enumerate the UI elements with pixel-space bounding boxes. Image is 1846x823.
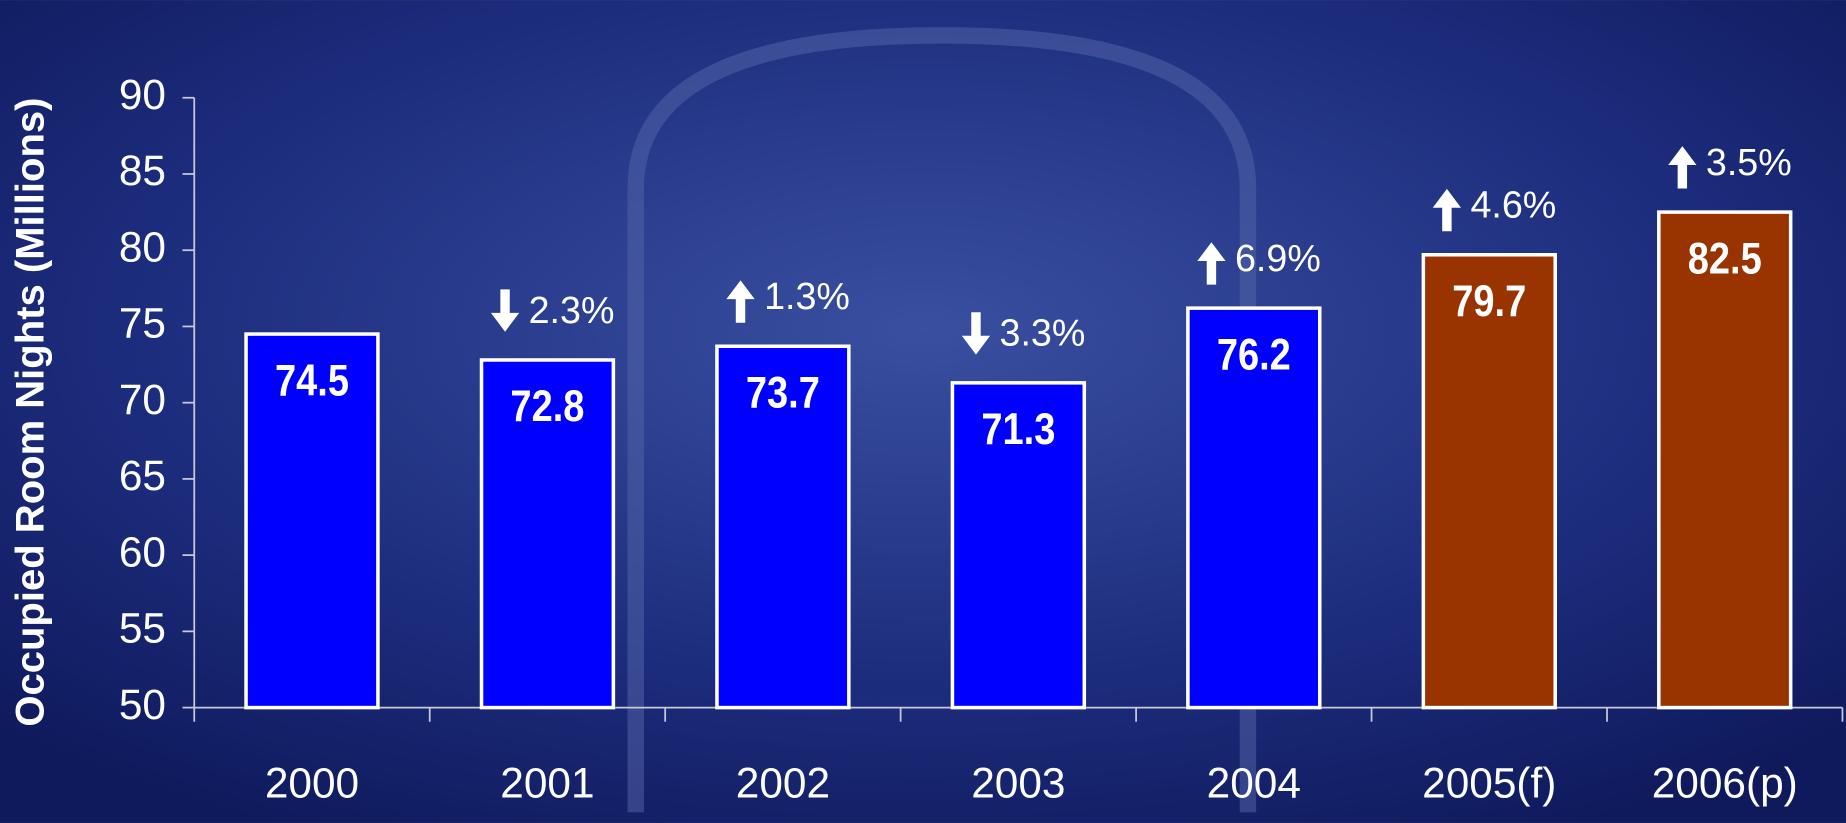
value-label: 79.7: [1452, 275, 1526, 326]
x-tick-label: 2003: [971, 760, 1065, 807]
change-label: 6.9%: [1235, 237, 1321, 279]
y-tick-label: 80: [119, 223, 166, 270]
y-tick-label: 90: [119, 71, 166, 118]
chart: Occupied Room Nights (Millions) 50 55 60 65…: [0, 0, 1846, 823]
page: Occupied Room Nights (Millions) 50 55 60 65…: [0, 0, 1846, 823]
value-label: 76.2: [1217, 328, 1291, 379]
x-tick-label: 2002: [736, 760, 830, 807]
change-label: 1.3%: [764, 275, 850, 317]
x-tick-label: 2006(p): [1652, 760, 1798, 807]
value-label: 82.5: [1688, 232, 1762, 283]
y-tick-label: 50: [119, 681, 166, 728]
change-label: 4.6%: [1470, 184, 1556, 226]
y-axis-label: Occupied Room Nights (Millions): [9, 98, 53, 727]
y-tick-label: 85: [119, 147, 166, 194]
value-label: 72.8: [510, 380, 584, 431]
x-tick-label: 2005(f): [1422, 760, 1556, 807]
y-tick-label: 55: [119, 605, 166, 652]
x-tick-label: 2000: [265, 760, 359, 807]
value-label: 74.5: [275, 354, 349, 405]
change-label: 3.3%: [1000, 312, 1086, 354]
change-label: 3.5%: [1706, 141, 1792, 183]
x-tick-label: 2001: [500, 760, 594, 807]
y-tick-label: 75: [119, 300, 166, 347]
bar: [1659, 212, 1791, 707]
y-tick-label: 70: [119, 376, 166, 423]
value-label: 71.3: [981, 403, 1055, 454]
y-tick-label: 65: [119, 452, 166, 499]
y-tick-label: 60: [119, 528, 166, 575]
change-label: 2.3%: [529, 289, 615, 331]
value-label: 73.7: [746, 367, 820, 418]
x-tick-label: 2004: [1207, 760, 1301, 807]
